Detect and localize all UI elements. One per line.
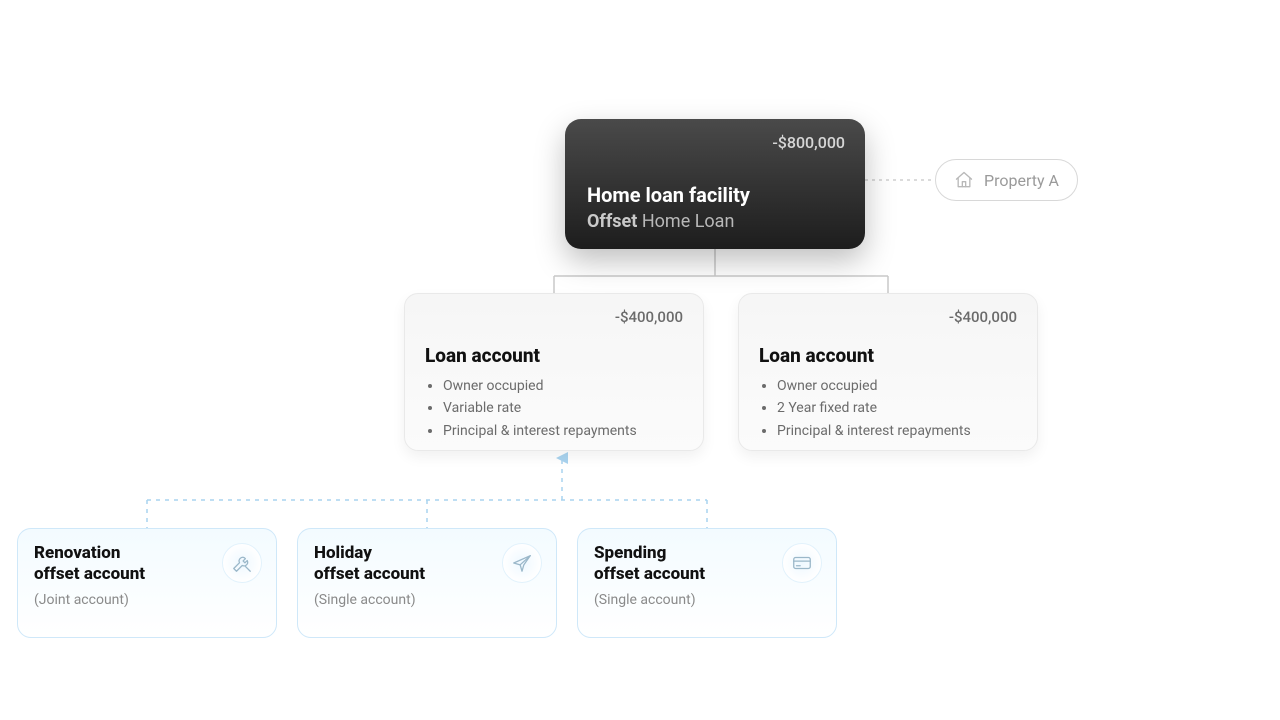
diagram-canvas: -$800,000 Home loan facility Offset Home…: [0, 0, 1280, 720]
card-icon: [782, 543, 822, 583]
loan-bullet: Principal & interest repayments: [777, 420, 1017, 442]
tools-icon: [222, 543, 262, 583]
facility-title: Home loan facility: [587, 183, 843, 207]
property-chip: Property A: [935, 159, 1078, 201]
plane-icon: [502, 543, 542, 583]
offset-subtitle: (Single account): [314, 592, 540, 608]
facility-subtitle-rest: Home Loan: [637, 211, 734, 232]
loan-title: Loan account: [425, 344, 683, 367]
offset-title-line1: Holiday: [314, 543, 372, 563]
loan-title: Loan account: [759, 344, 1017, 367]
offset-subtitle: (Single account): [594, 592, 820, 608]
loan-balance: -$400,000: [949, 308, 1017, 326]
offset-card-spending: Spending offset account (Single account): [577, 528, 837, 638]
loan-card-2: -$400,000 Loan account Owner occupied 2 …: [738, 293, 1038, 451]
offset-title-line2: offset account: [594, 564, 705, 584]
loan-card-1: -$400,000 Loan account Owner occupied Va…: [404, 293, 704, 451]
offset-card-holiday: Holiday offset account (Single account): [297, 528, 557, 638]
loan-balance: -$400,000: [615, 308, 683, 326]
facility-balance: -$800,000: [772, 133, 845, 152]
offset-subtitle: (Joint account): [34, 592, 260, 608]
loan-bullet: Variable rate: [443, 397, 683, 419]
offset-title-line2: offset account: [34, 564, 145, 584]
loan-bullets: Owner occupied Variable rate Principal &…: [425, 375, 683, 442]
house-icon: [954, 170, 974, 190]
property-label: Property A: [984, 171, 1059, 190]
offset-title-line1: Renovation: [34, 543, 120, 563]
offset-title-line2: offset account: [314, 564, 425, 584]
loan-bullet: 2 Year fixed rate: [777, 397, 1017, 419]
loan-bullet: Principal & interest repayments: [443, 420, 683, 442]
facility-card: -$800,000 Home loan facility Offset Home…: [565, 119, 865, 249]
loan-bullet: Owner occupied: [777, 375, 1017, 397]
offset-card-renovation: Renovation offset account (Joint account…: [17, 528, 277, 638]
loan-bullet: Owner occupied: [443, 375, 683, 397]
facility-subtitle: Offset Home Loan: [587, 211, 843, 232]
facility-subtitle-strong: Offset: [587, 211, 637, 232]
loan-bullets: Owner occupied 2 Year fixed rate Princip…: [759, 375, 1017, 442]
offset-title-line1: Spending: [594, 543, 666, 563]
